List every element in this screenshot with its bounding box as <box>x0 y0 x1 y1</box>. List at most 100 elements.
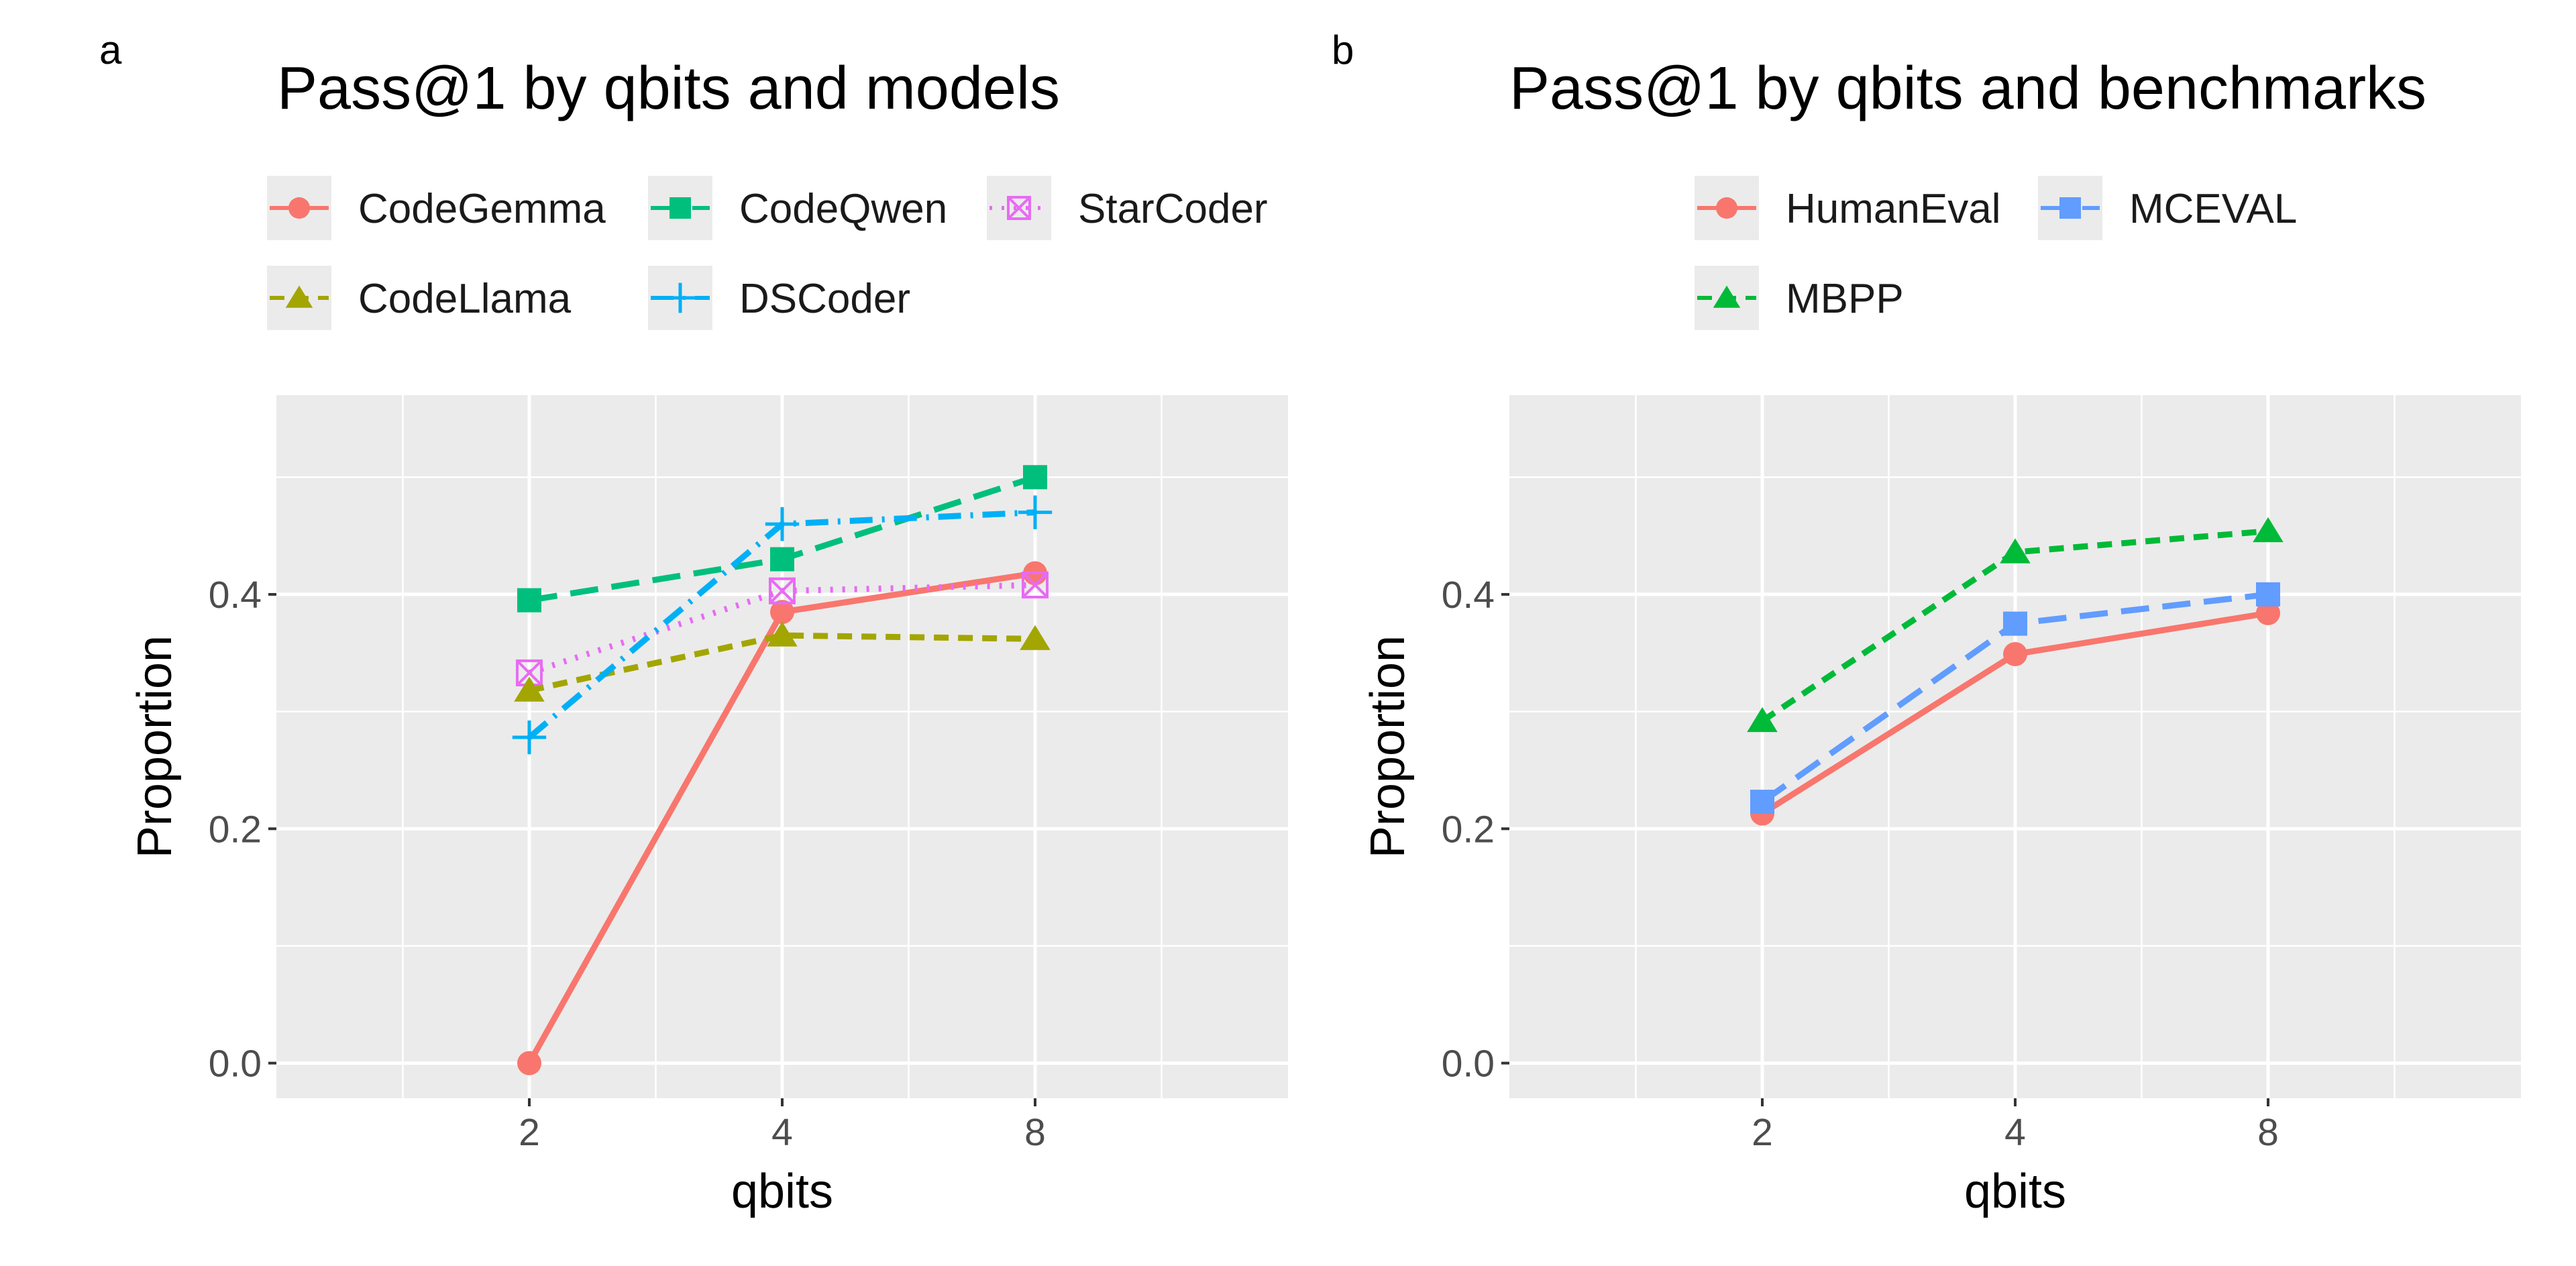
legend-item: DSCoder <box>648 266 910 330</box>
data-point <box>514 676 545 702</box>
legend-label: HumanEval <box>1786 186 2000 232</box>
legend-key-marker <box>665 282 696 313</box>
data-point <box>2253 517 2284 543</box>
data-point <box>770 600 794 625</box>
y-tick-label: 0.0 <box>209 1043 262 1086</box>
y-axis: 0.0 0.2 0.4 <box>1442 574 1509 1086</box>
x-tick-label: 8 <box>2257 1111 2279 1154</box>
data-point <box>770 547 794 572</box>
legend-key-marker-shape <box>288 197 310 219</box>
data-point <box>1022 571 1049 598</box>
data-point-shape <box>2256 582 2280 606</box>
legend-key-marker <box>1716 197 1737 219</box>
data-point-shape <box>770 547 794 572</box>
y-axis-title: Proportion <box>128 635 182 858</box>
data-point-shape <box>1022 571 1049 598</box>
panel-b: b Pass@1 by qbits and benchmarks HumanEval… <box>1332 28 2521 1218</box>
data-point-cross <box>1022 572 1049 598</box>
data-point-shape <box>767 621 798 647</box>
data-point <box>767 621 798 647</box>
legend-key-marker-shape <box>285 285 313 308</box>
data-point <box>1020 625 1051 650</box>
x-tick-label: 2 <box>1752 1111 1773 1154</box>
data-point <box>2256 582 2280 606</box>
series-group <box>512 465 1053 1075</box>
x-axis-title: qbits <box>731 1165 833 1218</box>
legend-item: CodeQwen <box>648 176 947 240</box>
y-tick-label: 0.4 <box>1442 574 1495 617</box>
legend-key-marker-shape <box>1716 197 1737 219</box>
series-codeqwen <box>517 465 1047 613</box>
legend-key-marker-cross <box>1007 196 1031 220</box>
x-tick-label: 4 <box>2004 1111 2026 1154</box>
legend: HumanEval MCEVAL MBPP <box>1695 176 2297 330</box>
data-point-shape <box>512 720 547 755</box>
legend-item: CodeLlama <box>267 266 572 330</box>
legend-label: CodeLlama <box>358 276 572 322</box>
legend-key-marker <box>1713 285 1741 308</box>
data-point-shape <box>514 676 545 702</box>
chart-title: Pass@1 by qbits and models <box>277 55 1060 122</box>
legend-item: MCEVAL <box>2038 176 2297 240</box>
x-axis: 2 4 8 <box>519 1098 1046 1154</box>
legend-key-marker <box>1007 196 1031 220</box>
series-mceval <box>1750 582 2280 814</box>
data-point-cross <box>769 578 796 604</box>
legend-item: StarCoder <box>987 176 1268 240</box>
legend-key-marker-shape <box>669 197 691 219</box>
data-point-shape <box>2003 642 2027 667</box>
data-point <box>512 720 547 755</box>
series-mbpp <box>1747 517 2284 733</box>
y-tick-label: 0.0 <box>1442 1043 1495 1086</box>
series-codellama <box>514 621 1051 702</box>
x-tick-label: 2 <box>519 1111 540 1154</box>
data-point-shape <box>1747 706 1778 733</box>
data-point-shape <box>1018 495 1053 529</box>
y-axis: 0.0 0.2 0.4 <box>209 574 276 1086</box>
legend-label: CodeGemma <box>358 186 606 232</box>
legend-key-marker <box>288 197 310 219</box>
data-point <box>517 1051 541 1075</box>
panel-label: a <box>99 28 122 72</box>
x-axis: 2 4 8 <box>1752 1098 2279 1154</box>
y-tick-label: 0.4 <box>209 574 262 617</box>
legend-label: DSCoder <box>739 276 910 322</box>
data-point <box>2000 538 2031 564</box>
y-axis-title: Proportion <box>1361 635 1415 858</box>
data-point-shape <box>517 1051 541 1075</box>
y-tick-label: 0.2 <box>1442 808 1495 851</box>
data-point-shape <box>2003 611 2027 636</box>
legend-item: MBPP <box>1695 266 1904 330</box>
data-point-shape <box>1023 465 1047 490</box>
legend-key-marker-shape <box>2059 197 2081 219</box>
y-tick-label: 0.2 <box>209 808 262 851</box>
chart-title: Pass@1 by qbits and benchmarks <box>1509 55 2426 122</box>
legend-label: StarCoder <box>1078 186 1268 232</box>
series-line <box>529 632 1036 694</box>
legend: CodeGemma CodeQwen StarCoder CodeLlama DSCod… <box>267 176 1268 330</box>
data-point-shape <box>2256 600 2280 625</box>
data-point <box>517 588 541 613</box>
data-point-shape <box>517 588 541 613</box>
data-point <box>1750 790 1774 814</box>
data-point-cross <box>516 660 543 686</box>
data-point <box>2003 611 2027 636</box>
data-point <box>1747 706 1778 733</box>
legend-label: CodeQwen <box>739 186 947 232</box>
data-point <box>1018 495 1053 529</box>
legend-key-marker-shape <box>1007 196 1031 220</box>
data-point <box>2256 600 2280 625</box>
data-point-shape <box>770 600 794 625</box>
legend-key-marker-shape <box>665 282 696 313</box>
legend-key-marker <box>285 285 313 308</box>
series-starcoder <box>516 571 1049 686</box>
data-point <box>1023 465 1047 490</box>
legend-key-marker-shape <box>1713 285 1741 308</box>
series-dscoder <box>512 495 1053 755</box>
panel-label: b <box>1332 28 1354 72</box>
x-tick-label: 4 <box>771 1111 793 1154</box>
data-point-shape <box>1750 790 1774 814</box>
series-group <box>1747 517 2284 826</box>
data-point <box>765 507 800 541</box>
